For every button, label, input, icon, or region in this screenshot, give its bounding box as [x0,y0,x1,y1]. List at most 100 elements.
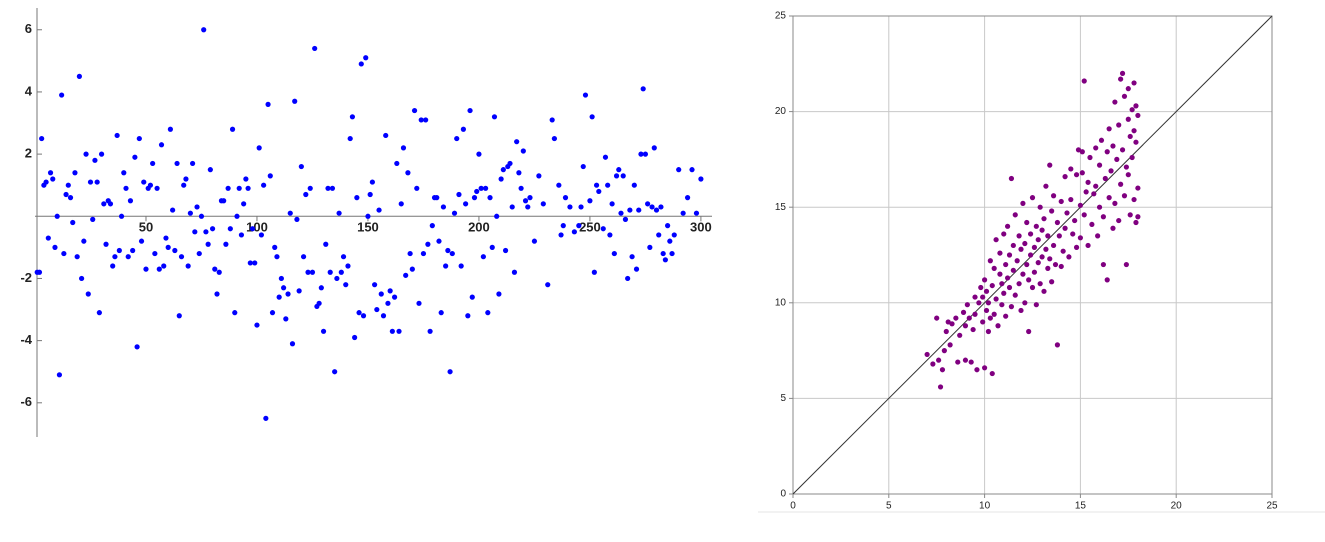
data-point [56,372,63,378]
data-point [45,235,51,241]
data-point [943,328,949,335]
y-tick-label: 6 [25,21,32,36]
data-point [1027,252,1034,258]
data-point [98,151,105,157]
data-point [292,98,298,104]
data-point [116,247,122,254]
data-point [993,296,999,302]
data-point [985,300,992,306]
data-point [274,254,280,260]
data-point [1106,126,1112,132]
data-point [1026,328,1032,335]
data-point [1052,261,1059,268]
data-point [491,114,498,120]
data-point [403,272,409,278]
data-point [531,238,538,244]
data-point [1102,175,1108,182]
data-point [1068,196,1074,203]
data-point [1050,193,1057,199]
data-point [991,311,997,317]
data-point [238,232,245,238]
data-point [995,323,1001,329]
data-point [518,185,524,191]
x-tick-label: 150 [357,220,379,235]
data-point [562,195,569,201]
data-point [372,282,378,288]
data-point [471,195,478,201]
data-point [930,361,936,367]
data-point [223,241,229,247]
data-point [214,291,220,297]
data-point [1096,204,1103,210]
data-point [394,160,400,167]
data-point [567,204,573,210]
data-point [1049,208,1055,214]
data-point [434,195,440,201]
data-point [1110,143,1116,149]
data-point [549,117,555,123]
data-point [1068,166,1074,172]
data-point [50,176,56,182]
data-point [363,55,369,61]
data-point [318,285,324,291]
data-point [229,126,236,132]
data-point [1001,290,1007,296]
data-point [980,294,986,300]
data-point [83,151,89,157]
data-point [507,160,513,167]
data-point [596,188,602,195]
data-point [638,151,644,157]
data-point [101,201,107,207]
data-point [936,357,942,363]
data-point [478,185,484,191]
data-point [1018,246,1024,252]
data-point [1033,223,1039,229]
data-point [627,207,633,213]
data-point [92,157,98,163]
data-point [1106,195,1112,201]
data-point [642,151,649,157]
data-point [398,201,404,207]
data-point [356,310,362,316]
data-point [983,307,990,314]
data-point [1135,214,1141,220]
data-point [999,302,1005,308]
data-point [970,326,976,333]
data-point [593,182,600,188]
data-point [1079,170,1085,176]
data-point [1118,181,1124,187]
data-point [198,213,205,219]
y-tick-label: -6 [20,394,32,409]
data-point [1114,156,1120,162]
data-point [1081,212,1087,218]
y-tick-label: -4 [20,332,32,347]
data-point [221,198,227,204]
data-point [1121,193,1128,199]
data-point [429,223,435,229]
data-point [1010,242,1016,249]
data-point [658,204,664,210]
data-point [212,266,218,272]
data-point [680,210,686,216]
data-point [59,92,65,98]
data-point [631,182,637,188]
data-point [114,132,120,139]
data-point [383,132,389,139]
data-point [1031,244,1038,250]
data-point [611,250,617,257]
data-point [387,288,393,294]
data-point [1049,279,1055,285]
data-point [1062,225,1068,231]
data-point [258,232,265,238]
data-point [458,263,464,269]
data-point [358,61,364,67]
y-tick-label: 0 [780,489,786,500]
data-point [300,254,307,260]
data-point [265,101,271,107]
data-point [1016,233,1022,239]
data-point [138,238,145,244]
x-tick-label: 15 [1075,501,1087,512]
data-point [540,201,546,207]
data-point [991,265,997,271]
data-point [1125,86,1131,92]
